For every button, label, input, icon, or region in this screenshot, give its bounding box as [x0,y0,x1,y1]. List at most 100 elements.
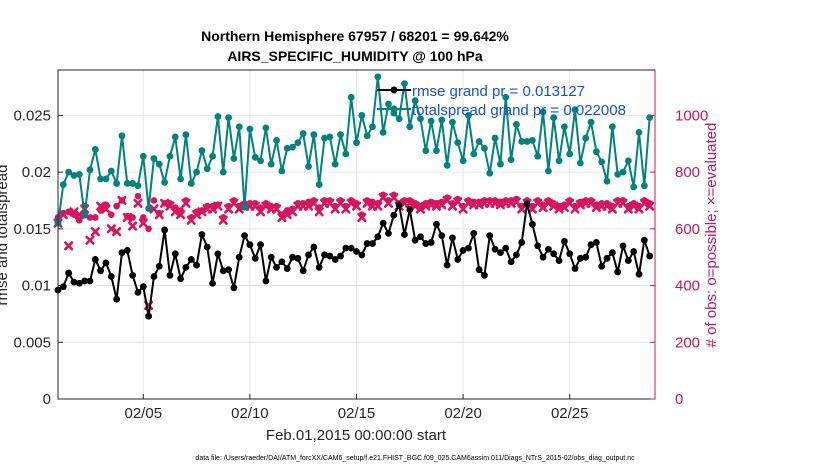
obs-evaluated-marker [351,201,362,211]
totalspread-point [544,167,552,175]
totalspread-point [507,156,515,164]
obs-evaluated-marker [213,201,223,211]
rmse-point [491,245,499,253]
rmse-point [193,261,200,269]
chart-subtitle: AIRS_SPECIFIC_HUMIDITY @ 100 hPa [227,48,483,64]
totalspread-point [454,139,462,147]
totalspread-point [310,131,318,139]
totalspread-point [331,160,339,168]
rmse-point [385,229,392,237]
totalspread-point [305,163,312,170]
obs-evaluated-marker [389,193,399,203]
totalspread-point [283,144,291,152]
rmse-point [102,259,110,267]
rmse-point [123,246,131,254]
rmse-point [369,240,376,247]
totalspread-point [150,155,158,162]
obs-possible-marker [129,214,136,221]
rmse-point [406,206,414,213]
obs-evaluated-marker [357,212,367,223]
obs-evaluated-marker [602,201,612,211]
rmse-point [177,275,184,283]
totalspread-point [465,111,472,119]
rmse-point [129,271,137,279]
rmse-point [443,261,451,269]
totalspread-point [550,114,558,122]
rmse-point [145,312,153,320]
obs-evaluated-marker [138,218,148,228]
totalspread-point [592,148,600,156]
totalspread-point [560,123,568,131]
totalspread-point [417,115,424,123]
totalspread-point [363,132,371,140]
rmse-point [262,277,270,285]
totalspread-point [513,121,520,128]
obs-evaluated-marker [160,198,170,208]
rmse-point [182,264,190,271]
totalspread-point [502,93,510,101]
rmse-point [507,258,515,266]
rmse-point [646,252,654,260]
rmse-point [619,242,627,250]
totalspread-point [598,158,606,166]
rmse-point [161,226,169,234]
totalspread-point [123,180,131,187]
obs-evaluated-marker [511,197,522,207]
totalspread-point [539,108,547,116]
rmse-point [171,250,179,258]
left-axis-label: rmse and totalspread [0,165,11,306]
rmse-point [523,200,531,208]
rmse-point [640,236,648,244]
totalspread-point [582,134,590,142]
rmse-point [251,254,259,262]
rmse-point [550,250,558,258]
totalspread-point [113,180,121,187]
totalspread-point [491,134,499,142]
totalspread-point [459,157,467,165]
totalspread-point [134,182,142,190]
totalspread-point [171,133,179,141]
obs-evaluated-marker [128,221,138,231]
right-axis-ticks: 0 200 400 600 800 1000 [650,107,708,408]
rmse-point [155,262,163,270]
totalspread-point [347,93,355,101]
obs-evaluated-marker [549,201,559,211]
rmse-point [326,252,334,260]
rmse-point [315,264,323,271]
obs-evaluated-marker [271,204,282,214]
rmse-point [475,266,483,274]
totalspread-point [267,160,275,168]
rmse-point [433,220,440,228]
obs-evaluated-marker [122,212,132,223]
totalspread-point [401,80,408,88]
totalspread-point [107,167,115,175]
rmse-point [438,232,446,240]
totalspread-point [523,138,531,145]
rmse-point [235,253,243,261]
rmse-point [294,254,302,262]
rmse-point [566,250,574,258]
totalspread-point [438,116,446,124]
right-tick-label: 600 [675,221,700,238]
obs-evaluated-marker [277,212,287,223]
legend-rmse-marker [390,86,398,94]
totalspread-point [81,211,89,219]
totalspread-point [289,143,296,151]
totalspread-point [385,100,392,108]
totalspread-point [198,147,206,154]
obs-evaluated-marker [346,198,356,208]
data-file-footnote: data file: /Users/raeder/DAI/ATM_forcXX/… [195,455,635,462]
rmse-point [395,201,403,209]
totalspread-point [145,205,153,212]
right-tick-label: 1000 [675,107,708,124]
totalspread-point [91,146,99,153]
totalspread-point [635,128,643,136]
totalspread-point [406,123,414,131]
rmse-point [278,258,286,266]
rmse-point [86,277,94,285]
rmse-point [198,231,206,238]
obs-evaluated-marker [85,235,95,245]
rmse-point [225,266,232,274]
obs-evaluated-marker [154,210,164,220]
